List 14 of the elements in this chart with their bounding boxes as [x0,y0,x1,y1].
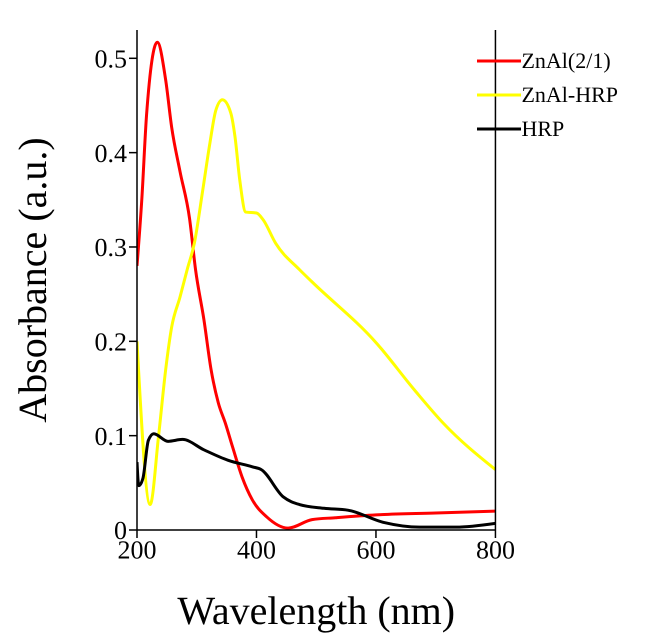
y-tick-label: 0.1 [94,422,127,451]
y-tick-label: 0.3 [94,233,127,262]
y-tick-label: 0.5 [94,44,127,74]
y-tick-label: 0.4 [94,138,127,168]
y-tick-label: 0.2 [94,328,127,357]
x-tick-label: 800 [476,535,515,564]
y-axis-title: Absorbance (a.u.) [10,137,56,423]
x-axis-title: Wavelength (nm) [177,588,456,633]
legend-label: ZnAl(2/1) [521,48,611,74]
line-series [137,98,496,506]
legend-label: HRP [521,116,564,142]
x-tick-label: 400 [236,535,276,564]
x-tick-label: 600 [356,535,396,564]
legend-label: ZnAl-HRP [521,82,618,108]
